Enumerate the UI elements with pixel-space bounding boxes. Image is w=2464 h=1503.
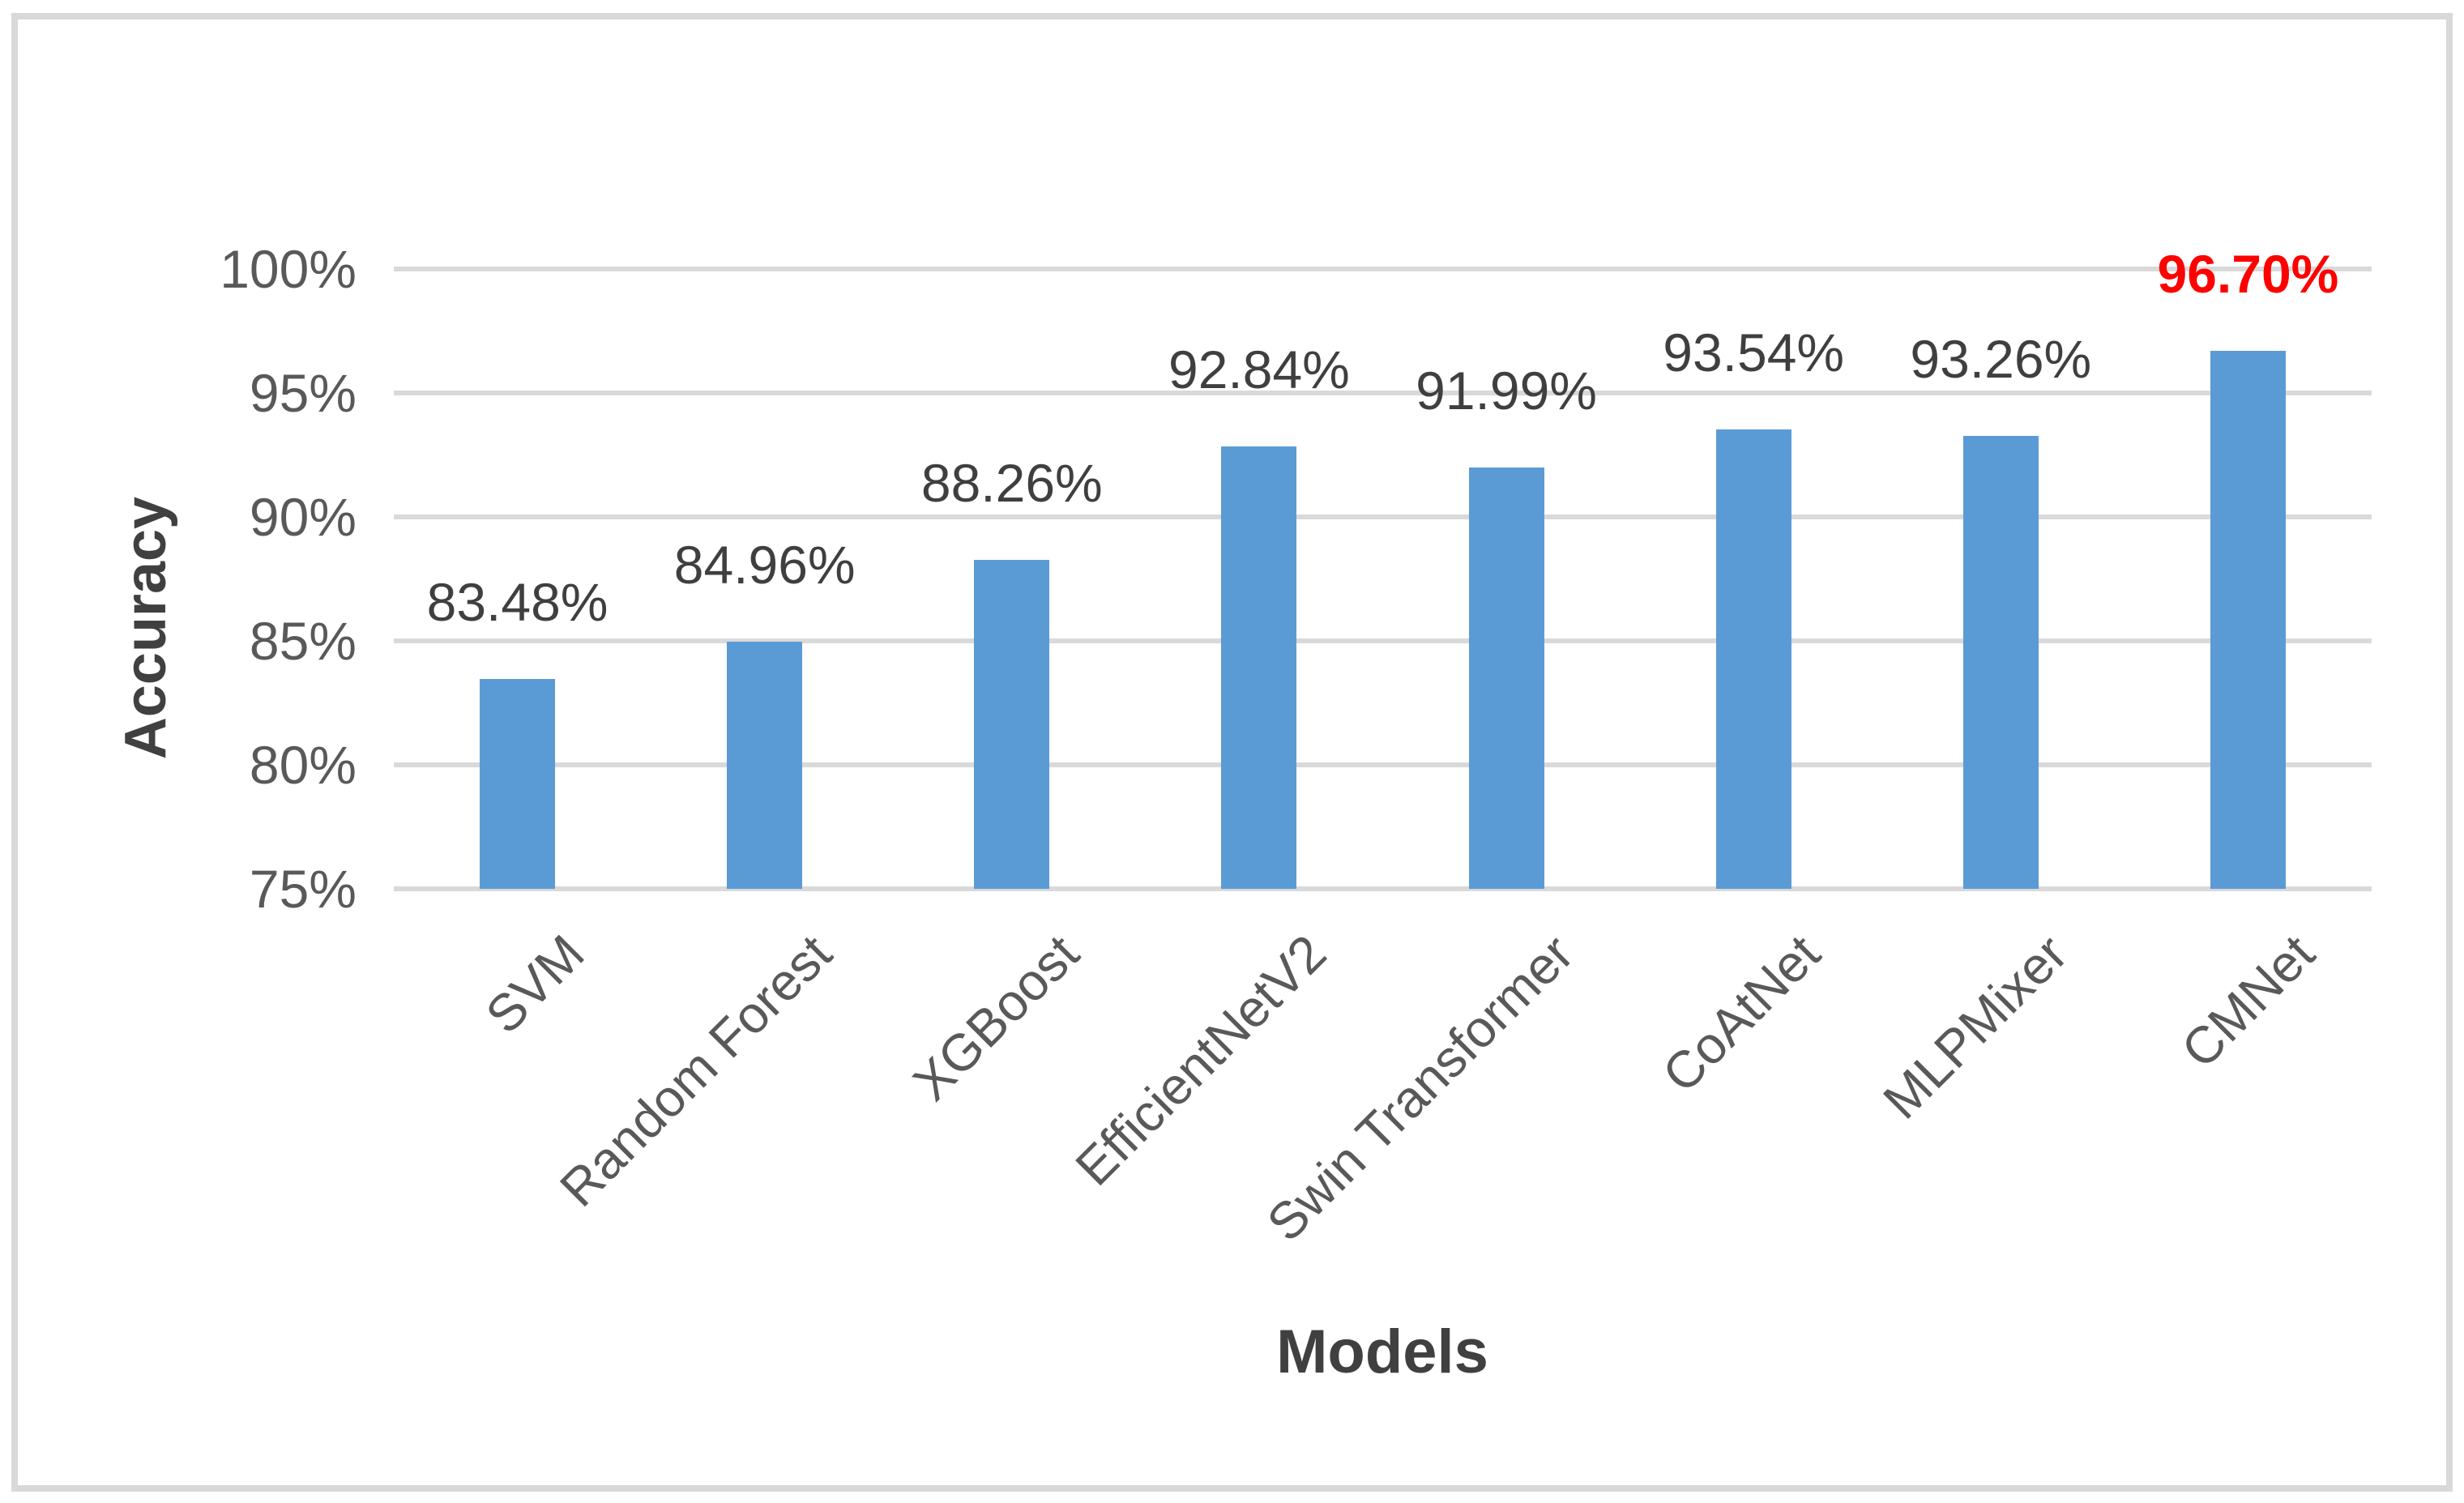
bar-Random Forest	[727, 642, 803, 889]
data-label-XGBoost: 88.26%	[920, 453, 1103, 514]
gridline-95%	[394, 391, 2372, 395]
bar-CoAtNet	[1715, 429, 1791, 889]
data-label-EfficientNetV2: 92.84%	[1168, 339, 1350, 400]
data-label-CoAtNet: 93.54%	[1663, 322, 1845, 382]
data-label-MLPMixer: 93.26%	[1910, 329, 2092, 390]
bar-MLPMixer	[1962, 436, 2039, 889]
gridline-90%	[394, 515, 2372, 519]
data-label-Random Forest: 84.96%	[673, 535, 856, 596]
bar-XGBoost	[974, 560, 1050, 889]
bar-CMNet	[2210, 350, 2286, 889]
y-tick-label: 100%	[220, 239, 357, 299]
y-tick-label: 75%	[249, 859, 357, 919]
y-tick-label: 95%	[249, 363, 357, 423]
bar-EfficientNetV2	[1221, 446, 1297, 889]
x-axis-title: Models	[1276, 1317, 1488, 1386]
y-tick-label: 90%	[249, 487, 357, 547]
data-label-CMNet: 96.70%	[2157, 243, 2339, 304]
gridline-100%	[394, 267, 2372, 271]
y-tick-label: 85%	[249, 611, 357, 671]
data-label-Swin Transformer: 91.99%	[1416, 361, 1597, 421]
y-tick-label: 80%	[249, 735, 357, 795]
gridline-85%	[394, 638, 2372, 643]
bar-SVM	[480, 678, 556, 889]
bar-Swin Transformer	[1468, 468, 1544, 889]
data-label-SVM: 83.48%	[426, 571, 609, 632]
gridline-75%	[394, 886, 2372, 891]
gridline-80%	[394, 762, 2372, 767]
